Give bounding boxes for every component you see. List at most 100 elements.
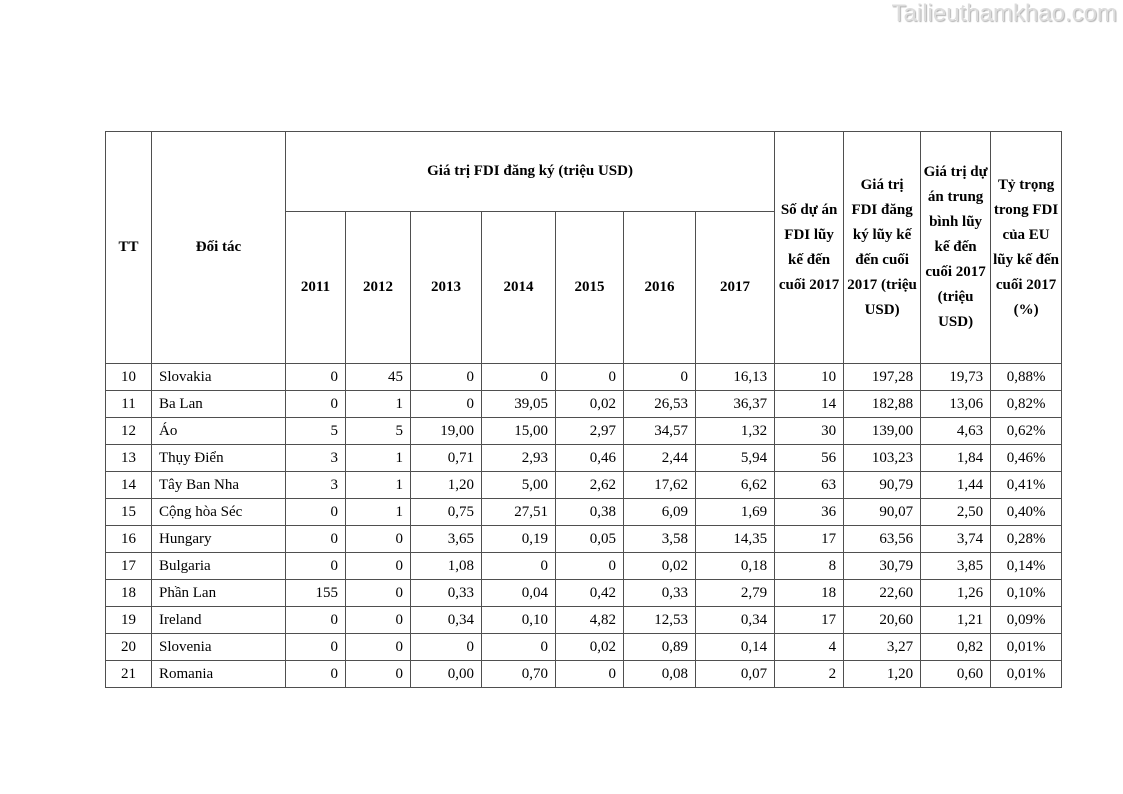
registered-cum-value: 22,60 — [843, 579, 922, 607]
fdi-value-2013: 0 — [410, 363, 482, 391]
fdi-value-2012: 0 — [345, 579, 411, 607]
eu-share-value: 0,14% — [990, 552, 1063, 580]
projects-cum-value: 17 — [774, 525, 845, 553]
registered-cum-value: 103,23 — [843, 444, 922, 472]
fdi-value-2014: 5,00 — [481, 471, 556, 499]
table-row: 10 Slovakia 0 45 0 0 0 0 16,13 10 197,28 19,73 0,88% — [105, 363, 1063, 391]
col-header-eu-share: Tỷ trọng trong FDI của EU lũy kế đến cuố… — [990, 131, 1063, 364]
fdi-value-2015: 0 — [555, 660, 624, 688]
fdi-value-2012: 5 — [345, 417, 411, 445]
projects-cum-value: 8 — [774, 552, 845, 580]
projects-cum-value: 2 — [774, 660, 845, 688]
row-number: 14 — [105, 471, 152, 499]
partner-name: Tây Ban Nha — [151, 471, 286, 499]
fdi-value-2016: 0 — [623, 363, 696, 391]
avg-project-value: 0,60 — [920, 660, 992, 688]
registered-cum-value: 30,79 — [843, 552, 922, 580]
fdi-value-2017: 5,94 — [694, 444, 776, 472]
year-header-2014: 2014 — [481, 211, 556, 364]
col-header-value-cum: Giá trị FDI đăng ký lũy kế đến cuối 2017… — [843, 131, 922, 364]
year-header-2011: 2011 — [285, 211, 346, 364]
partner-name: Áo — [151, 417, 286, 445]
fdi-value-2015: 2,97 — [555, 417, 624, 445]
fdi-value-2017: 36,37 — [694, 390, 776, 418]
fdi-value-2014: 39,05 — [481, 390, 556, 418]
fdi-value-2017: 1,32 — [694, 417, 776, 445]
projects-cum-value: 4 — [774, 633, 845, 661]
header-row-years: 2011 2012 2013 2014 2015 2016 2017 — [106, 211, 1062, 364]
fdi-value-2016: 34,57 — [623, 417, 696, 445]
fdi-value-2013: 1,20 — [410, 471, 482, 499]
fdi-value-2014: 0,10 — [481, 606, 556, 634]
fdi-value-2011: 0 — [285, 498, 346, 526]
fdi-value-2015: 0,42 — [555, 579, 624, 607]
row-number: 21 — [105, 660, 152, 688]
table-row: 18 Phần Lan 155 0 0,33 0,04 0,42 0,33 2,79 18 22,6… — [105, 579, 1063, 607]
eu-share-value: 0,88% — [990, 363, 1063, 391]
avg-project-value: 4,63 — [920, 417, 992, 445]
avg-project-value: 0,82 — [920, 633, 992, 661]
eu-share-value: 0,01% — [990, 633, 1063, 661]
registered-cum-value: 182,88 — [843, 390, 922, 418]
fdi-value-2012: 1 — [345, 471, 411, 499]
fdi-value-2011: 0 — [285, 390, 346, 418]
fdi-value-2015: 0,02 — [555, 390, 624, 418]
fdi-value-2011: 155 — [285, 579, 346, 607]
eu-share-value: 0,28% — [990, 525, 1063, 553]
row-number: 15 — [105, 498, 152, 526]
avg-project-value: 1,84 — [920, 444, 992, 472]
year-header-2017: 2017 — [694, 211, 776, 364]
row-number: 19 — [105, 606, 152, 634]
row-number: 10 — [105, 363, 152, 391]
avg-project-value: 3,85 — [920, 552, 992, 580]
partner-name: Bulgaria — [151, 552, 286, 580]
fdi-value-2013: 0,00 — [410, 660, 482, 688]
eu-share-value: 0,09% — [990, 606, 1063, 634]
fdi-value-2012: 0 — [345, 552, 411, 580]
fdi-value-2012: 1 — [345, 498, 411, 526]
col-header-avg-value: Giá trị dự án trung bình lũy kế đến cuối… — [920, 131, 992, 364]
fdi-value-2012: 0 — [345, 660, 411, 688]
avg-project-value: 2,50 — [920, 498, 992, 526]
fdi-value-2017: 0,18 — [694, 552, 776, 580]
fdi-value-2014: 2,93 — [481, 444, 556, 472]
projects-cum-value: 30 — [774, 417, 845, 445]
col-header-fdi-registered-group: Giá trị FDI đăng ký (triệu USD) — [284, 131, 776, 212]
fdi-value-2015: 0 — [555, 363, 624, 391]
fdi-value-2016: 12,53 — [623, 606, 696, 634]
fdi-value-2015: 0,02 — [555, 633, 624, 661]
eu-share-value: 0,82% — [990, 390, 1063, 418]
row-number: 18 — [105, 579, 152, 607]
avg-project-value: 13,06 — [920, 390, 992, 418]
fdi-value-2013: 0,75 — [410, 498, 482, 526]
table-header: TT Đối tác Giá trị FDI đăng ký (triệu US… — [105, 131, 1063, 364]
fdi-value-2014: 0 — [481, 363, 556, 391]
fdi-value-2011: 3 — [285, 444, 346, 472]
fdi-value-2011: 0 — [285, 633, 346, 661]
partner-name: Ba Lan — [151, 390, 286, 418]
fdi-value-2012: 1 — [345, 444, 411, 472]
registered-cum-value: 139,00 — [843, 417, 922, 445]
projects-cum-value: 10 — [774, 363, 845, 391]
fdi-value-2016: 0,02 — [623, 552, 696, 580]
fdi-value-2013: 1,08 — [410, 552, 482, 580]
avg-project-value: 1,44 — [920, 471, 992, 499]
fdi-value-2013: 0,34 — [410, 606, 482, 634]
partner-name: Ireland — [151, 606, 286, 634]
eu-share-value: 0,01% — [990, 660, 1063, 688]
fdi-value-2015: 4,82 — [555, 606, 624, 634]
col-header-projects-cum: Số dự án FDI lũy kế đến cuối 2017 — [774, 131, 845, 364]
fdi-value-2017: 1,69 — [694, 498, 776, 526]
partner-name: Hungary — [151, 525, 286, 553]
registered-cum-value: 90,79 — [843, 471, 922, 499]
year-header-2015: 2015 — [555, 211, 624, 364]
fdi-value-2017: 0,07 — [694, 660, 776, 688]
fdi-table: TT Đối tác Giá trị FDI đăng ký (triệu US… — [105, 131, 1063, 688]
fdi-value-2014: 0 — [481, 633, 556, 661]
fdi-value-2016: 0,08 — [623, 660, 696, 688]
year-header-2012: 2012 — [345, 211, 411, 364]
table-row: 14 Tây Ban Nha 3 1 1,20 5,00 2,62 17,62 6,62 63 90… — [105, 471, 1063, 499]
fdi-value-2012: 1 — [345, 390, 411, 418]
eu-share-value: 0,62% — [990, 417, 1063, 445]
